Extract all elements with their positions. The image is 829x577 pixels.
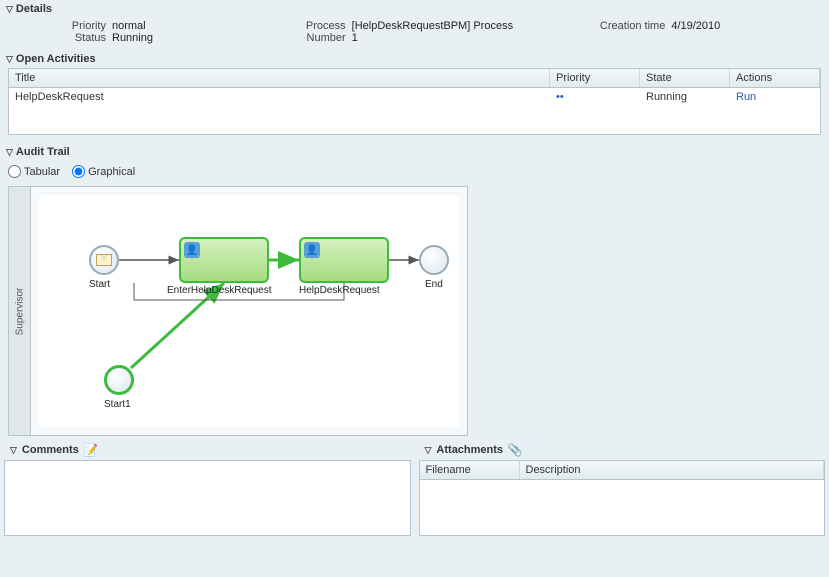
cell-title: HelpDeskRequest: [9, 88, 550, 106]
open-activities-table: Title Priority State Actions HelpDeskReq…: [8, 68, 821, 135]
disclosure-icon: ▽: [6, 54, 13, 65]
disclosure-icon: ▽: [10, 445, 17, 456]
open-activities-header[interactable]: ▽ Open Activities: [0, 50, 829, 68]
end-node[interactable]: [419, 245, 449, 275]
th-priority[interactable]: Priority: [550, 69, 640, 87]
status-label: Status: [0, 32, 110, 44]
diagram-canvas[interactable]: Start 👤 EnterHelpDeskRequest 👤 HelpDeskR…: [39, 195, 459, 427]
open-activities-title: Open Activities: [16, 53, 96, 65]
start-node[interactable]: [89, 245, 119, 275]
end-label: End: [425, 279, 443, 290]
attachments-header[interactable]: ▽ Attachments 📎: [419, 440, 826, 460]
table-header: Title Priority State Actions: [9, 69, 820, 88]
attachments-table-header: Filename Description: [420, 461, 825, 480]
user-task-icon: 👤: [184, 242, 200, 258]
graphical-radio-input[interactable]: [72, 165, 85, 178]
process-label: Process: [290, 20, 350, 32]
swimlane-text: Supervisor: [14, 287, 25, 335]
start-label: Start: [89, 279, 110, 290]
graphical-label: Graphical: [88, 166, 135, 178]
th-filename[interactable]: Filename: [420, 461, 520, 479]
audit-trail-title: Audit Trail: [16, 146, 70, 158]
creation-value: 4/19/2010: [669, 20, 720, 32]
cell-priority: ••: [550, 88, 640, 106]
comments-header[interactable]: ▽ Comments 📝: [4, 440, 411, 460]
disclosure-icon: ▽: [6, 147, 13, 158]
disclosure-icon: ▽: [425, 445, 432, 456]
start1-label: Start1: [104, 399, 131, 410]
th-actions[interactable]: Actions: [730, 69, 820, 87]
table-row[interactable]: HelpDeskRequest •• Running Run: [9, 88, 820, 106]
disclosure-icon: ▽: [6, 4, 13, 15]
comments-title: Comments: [22, 444, 79, 456]
user-task-icon: 👤: [304, 242, 320, 258]
number-label: Number: [290, 32, 350, 44]
enter-task-label: EnterHelpDeskRequest: [167, 285, 272, 296]
view-mode-radios: Tabular Graphical: [0, 161, 829, 182]
tabular-radio[interactable]: Tabular: [8, 165, 60, 178]
creation-label: Creation time: [579, 20, 669, 32]
th-title[interactable]: Title: [9, 69, 550, 87]
comments-box: [4, 460, 411, 536]
swimlane-label: Supervisor: [9, 187, 31, 435]
attachments-box: Filename Description: [419, 460, 826, 536]
tabular-radio-input[interactable]: [8, 165, 21, 178]
details-header[interactable]: ▽ Details: [0, 0, 829, 18]
priority-label: Priority: [0, 20, 110, 32]
th-state[interactable]: State: [640, 69, 730, 87]
start1-node[interactable]: [104, 365, 134, 395]
envelope-icon: [96, 254, 112, 266]
help-task-node[interactable]: 👤: [299, 237, 389, 283]
process-value: [HelpDeskRequestBPM] Process: [350, 20, 513, 32]
details-body: Priority normal Status Running Process […: [0, 18, 829, 50]
audit-trail-header[interactable]: ▽ Audit Trail: [0, 143, 829, 161]
priority-value: normal: [110, 20, 146, 32]
flow-edges: [39, 195, 459, 427]
run-link[interactable]: Run: [730, 88, 820, 106]
graphical-radio[interactable]: Graphical: [72, 165, 135, 178]
details-title: Details: [16, 3, 52, 15]
tabular-label: Tabular: [24, 166, 60, 178]
cell-state: Running: [640, 88, 730, 106]
enter-task-node[interactable]: 👤: [179, 237, 269, 283]
add-attachment-icon[interactable]: 📎: [508, 443, 522, 457]
th-description[interactable]: Description: [520, 461, 825, 479]
add-comment-icon[interactable]: 📝: [84, 443, 98, 457]
attachments-title: Attachments: [436, 444, 503, 456]
number-value: 1: [350, 32, 358, 44]
help-task-label: HelpDeskRequest: [299, 285, 380, 296]
diagram-panel: Supervisor Start 👤 EnterHelpDeskR: [8, 186, 468, 436]
status-value: Running: [110, 32, 153, 44]
